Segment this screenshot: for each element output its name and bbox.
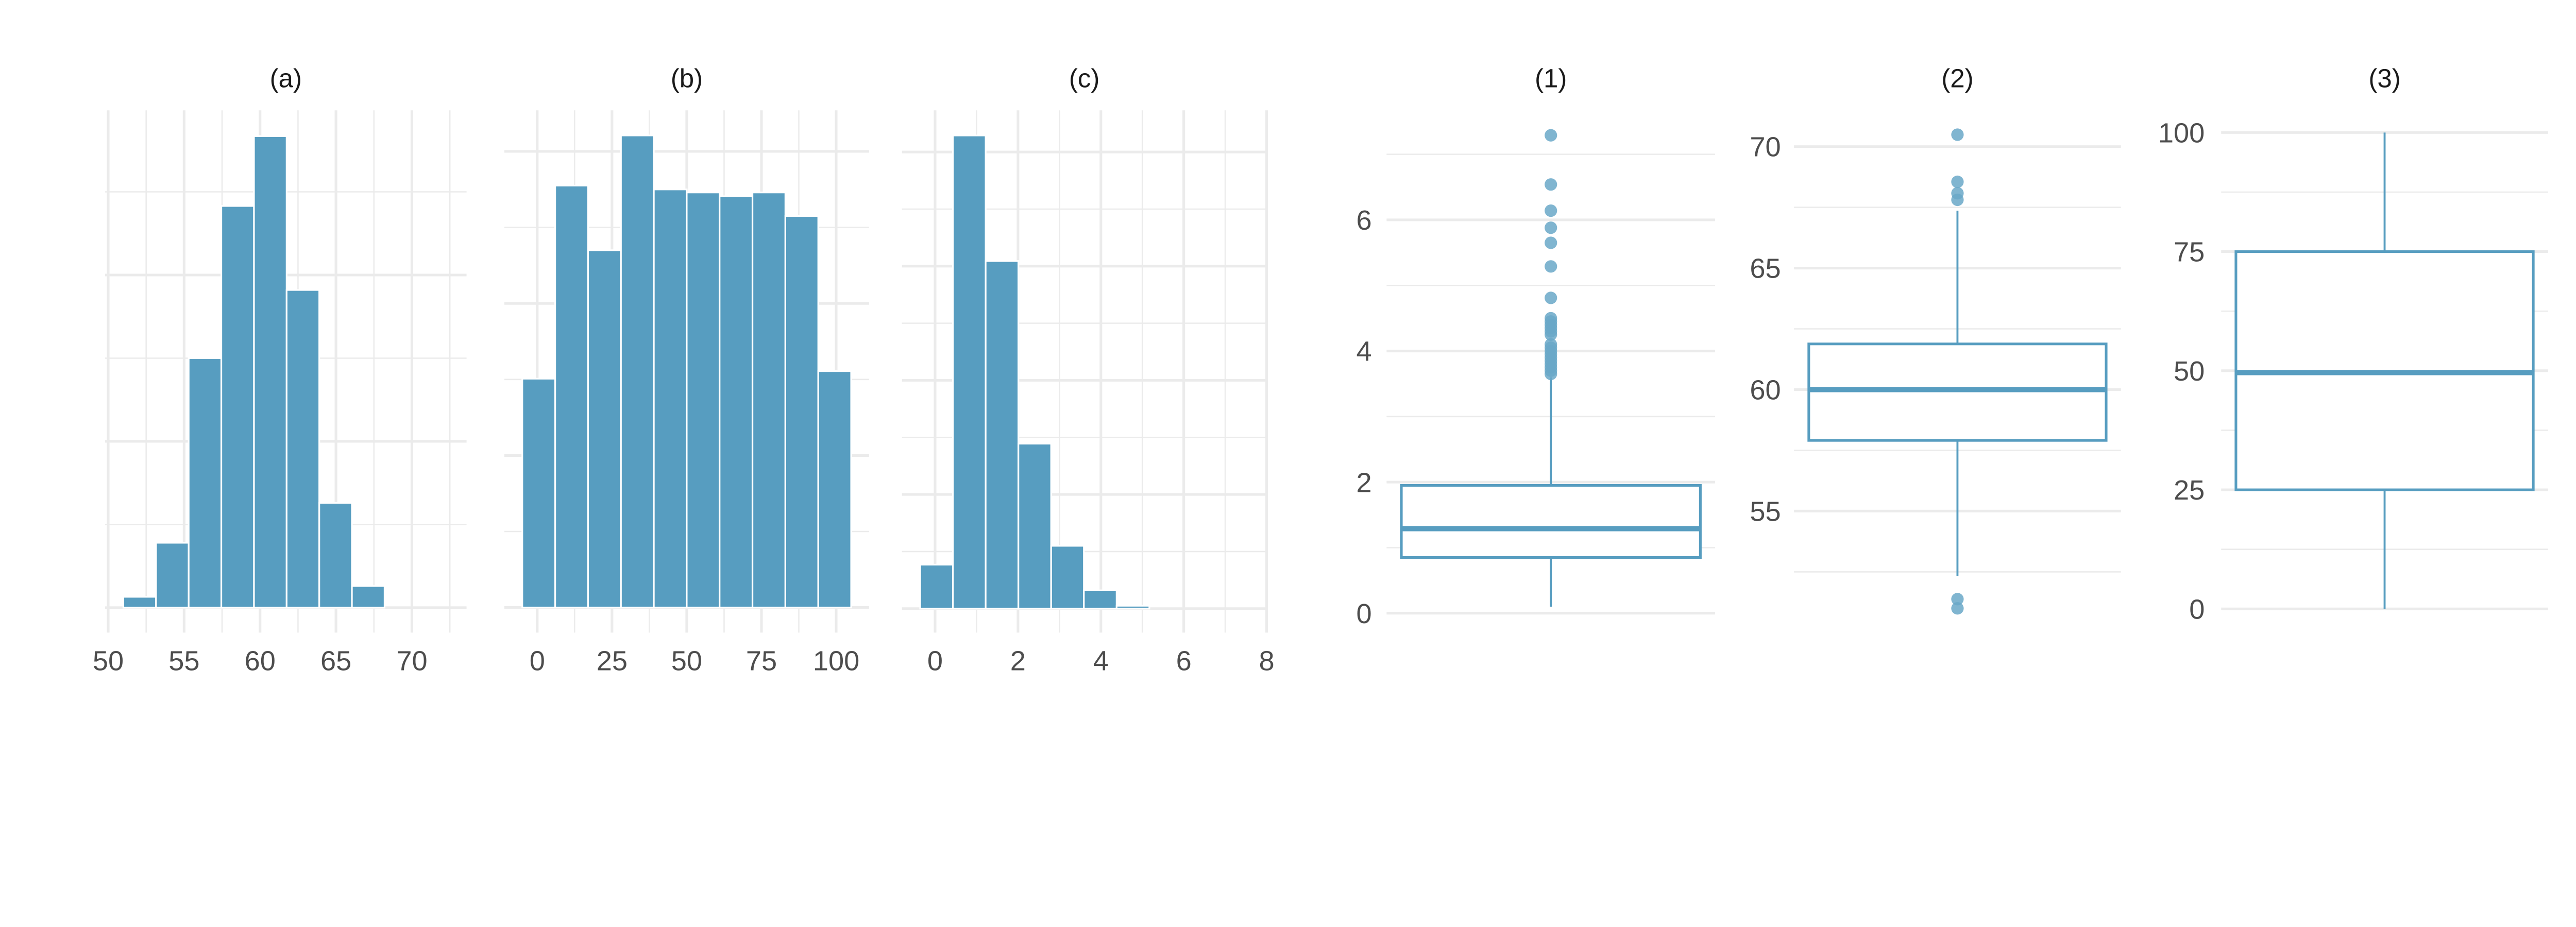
outlier-point [1951, 128, 1964, 141]
histogram-bar [653, 188, 688, 609]
outlier-point [1951, 593, 1964, 606]
histogram-bar [1115, 605, 1150, 610]
histogram-bar [985, 260, 1020, 610]
y-tick-label: 25 [2174, 475, 2205, 506]
panel-title: (1) [1535, 64, 1567, 93]
x-tick-label: 100 [813, 646, 859, 677]
panel-title: (c) [1069, 64, 1100, 93]
y-tick-label: 0 [2189, 594, 2205, 625]
y-tick-label: 55 [1750, 496, 1781, 527]
x-tick-label: 55 [168, 646, 199, 677]
x-tick-label: 65 [320, 646, 351, 677]
outlier-point [1545, 204, 1557, 217]
histogram-bar [285, 289, 320, 609]
panel-2: 55 60 65 70 (2) [1750, 64, 2121, 615]
y-tick-label: 0 [1356, 598, 1371, 629]
y-tick-label: 100 [2158, 118, 2205, 149]
y-tick-label: 75 [2174, 237, 2205, 268]
y-tick-label: 50 [2174, 356, 2205, 387]
y-tick-label: 4 [1356, 336, 1371, 367]
x-tick-label: 25 [597, 646, 628, 677]
histogram-bar [751, 192, 786, 609]
outlier-point [1545, 178, 1557, 191]
outlier-point [1951, 187, 1964, 200]
histogram-bar [587, 249, 622, 609]
histogram-bar [952, 134, 987, 610]
histogram-bar [1050, 545, 1085, 610]
panel-3: 0 25 50 75 100 (3) [2158, 64, 2548, 625]
histogram-bar [521, 377, 556, 609]
panel-a: 50 55 60 65 70 (a) [93, 64, 467, 677]
histogram-bar [188, 357, 223, 609]
histogram-bar [784, 215, 819, 609]
x-tick-label: 4 [1093, 646, 1109, 677]
outlier-point [1545, 221, 1557, 234]
figure: 50 55 60 65 70 (a) 0 25 50 75 100 (b) 0 2 4 6 8 (c) 0 2 4 6 (1… [93, 64, 2548, 677]
panel-title: (a) [270, 64, 302, 93]
histogram-bar [817, 370, 852, 609]
x-tick-label: 75 [746, 646, 777, 677]
y-tick-label: 6 [1356, 205, 1371, 236]
y-tick-label: 2 [1356, 467, 1371, 498]
panel-b: 0 25 50 75 100 (b) [504, 64, 869, 677]
x-tick-label: 2 [1010, 646, 1026, 677]
histogram-bar [1083, 589, 1117, 610]
y-tick-label: 70 [1750, 132, 1781, 163]
x-tick-label: 70 [396, 646, 427, 677]
histogram-bar [554, 184, 589, 609]
panel-c: 0 2 4 6 8 (c) [902, 64, 1275, 677]
histogram-bar [919, 563, 954, 610]
outlier-point [1951, 175, 1964, 188]
x-tick-label: 6 [1176, 646, 1192, 677]
y-tick-label: 60 [1750, 375, 1781, 406]
y-tick-label: 65 [1750, 253, 1781, 284]
x-tick-label: 0 [530, 646, 545, 677]
histogram-bar [155, 542, 190, 609]
x-tick-label: 8 [1259, 646, 1274, 677]
outlier-point [1545, 291, 1557, 304]
histogram-bar [122, 596, 157, 609]
outlier-point [1545, 260, 1557, 273]
x-tick-label: 60 [245, 646, 276, 677]
histogram-bar [620, 134, 655, 609]
outlier-point [1545, 129, 1557, 142]
x-tick-label: 50 [93, 646, 124, 677]
box-iqr [1400, 484, 1702, 559]
panel-title: (b) [671, 64, 703, 93]
x-tick-label: 50 [671, 646, 702, 677]
outlier-point [1545, 236, 1557, 249]
panel-title: (2) [1941, 64, 1973, 93]
histogram-bar [719, 195, 754, 609]
panel-1: 0 2 4 6 (1) [1356, 64, 1716, 629]
histogram-bar [318, 502, 353, 609]
outlier-point [1545, 338, 1557, 351]
histogram-bar [686, 192, 721, 609]
histogram-bar [253, 135, 287, 609]
panel-title: (3) [2368, 64, 2400, 93]
outlier-point [1545, 312, 1557, 324]
histogram-bar [1018, 442, 1052, 610]
histogram-bar [220, 205, 255, 609]
outlier-point [1951, 602, 1964, 615]
x-tick-label: 0 [927, 646, 943, 677]
histogram-bar [351, 585, 386, 609]
